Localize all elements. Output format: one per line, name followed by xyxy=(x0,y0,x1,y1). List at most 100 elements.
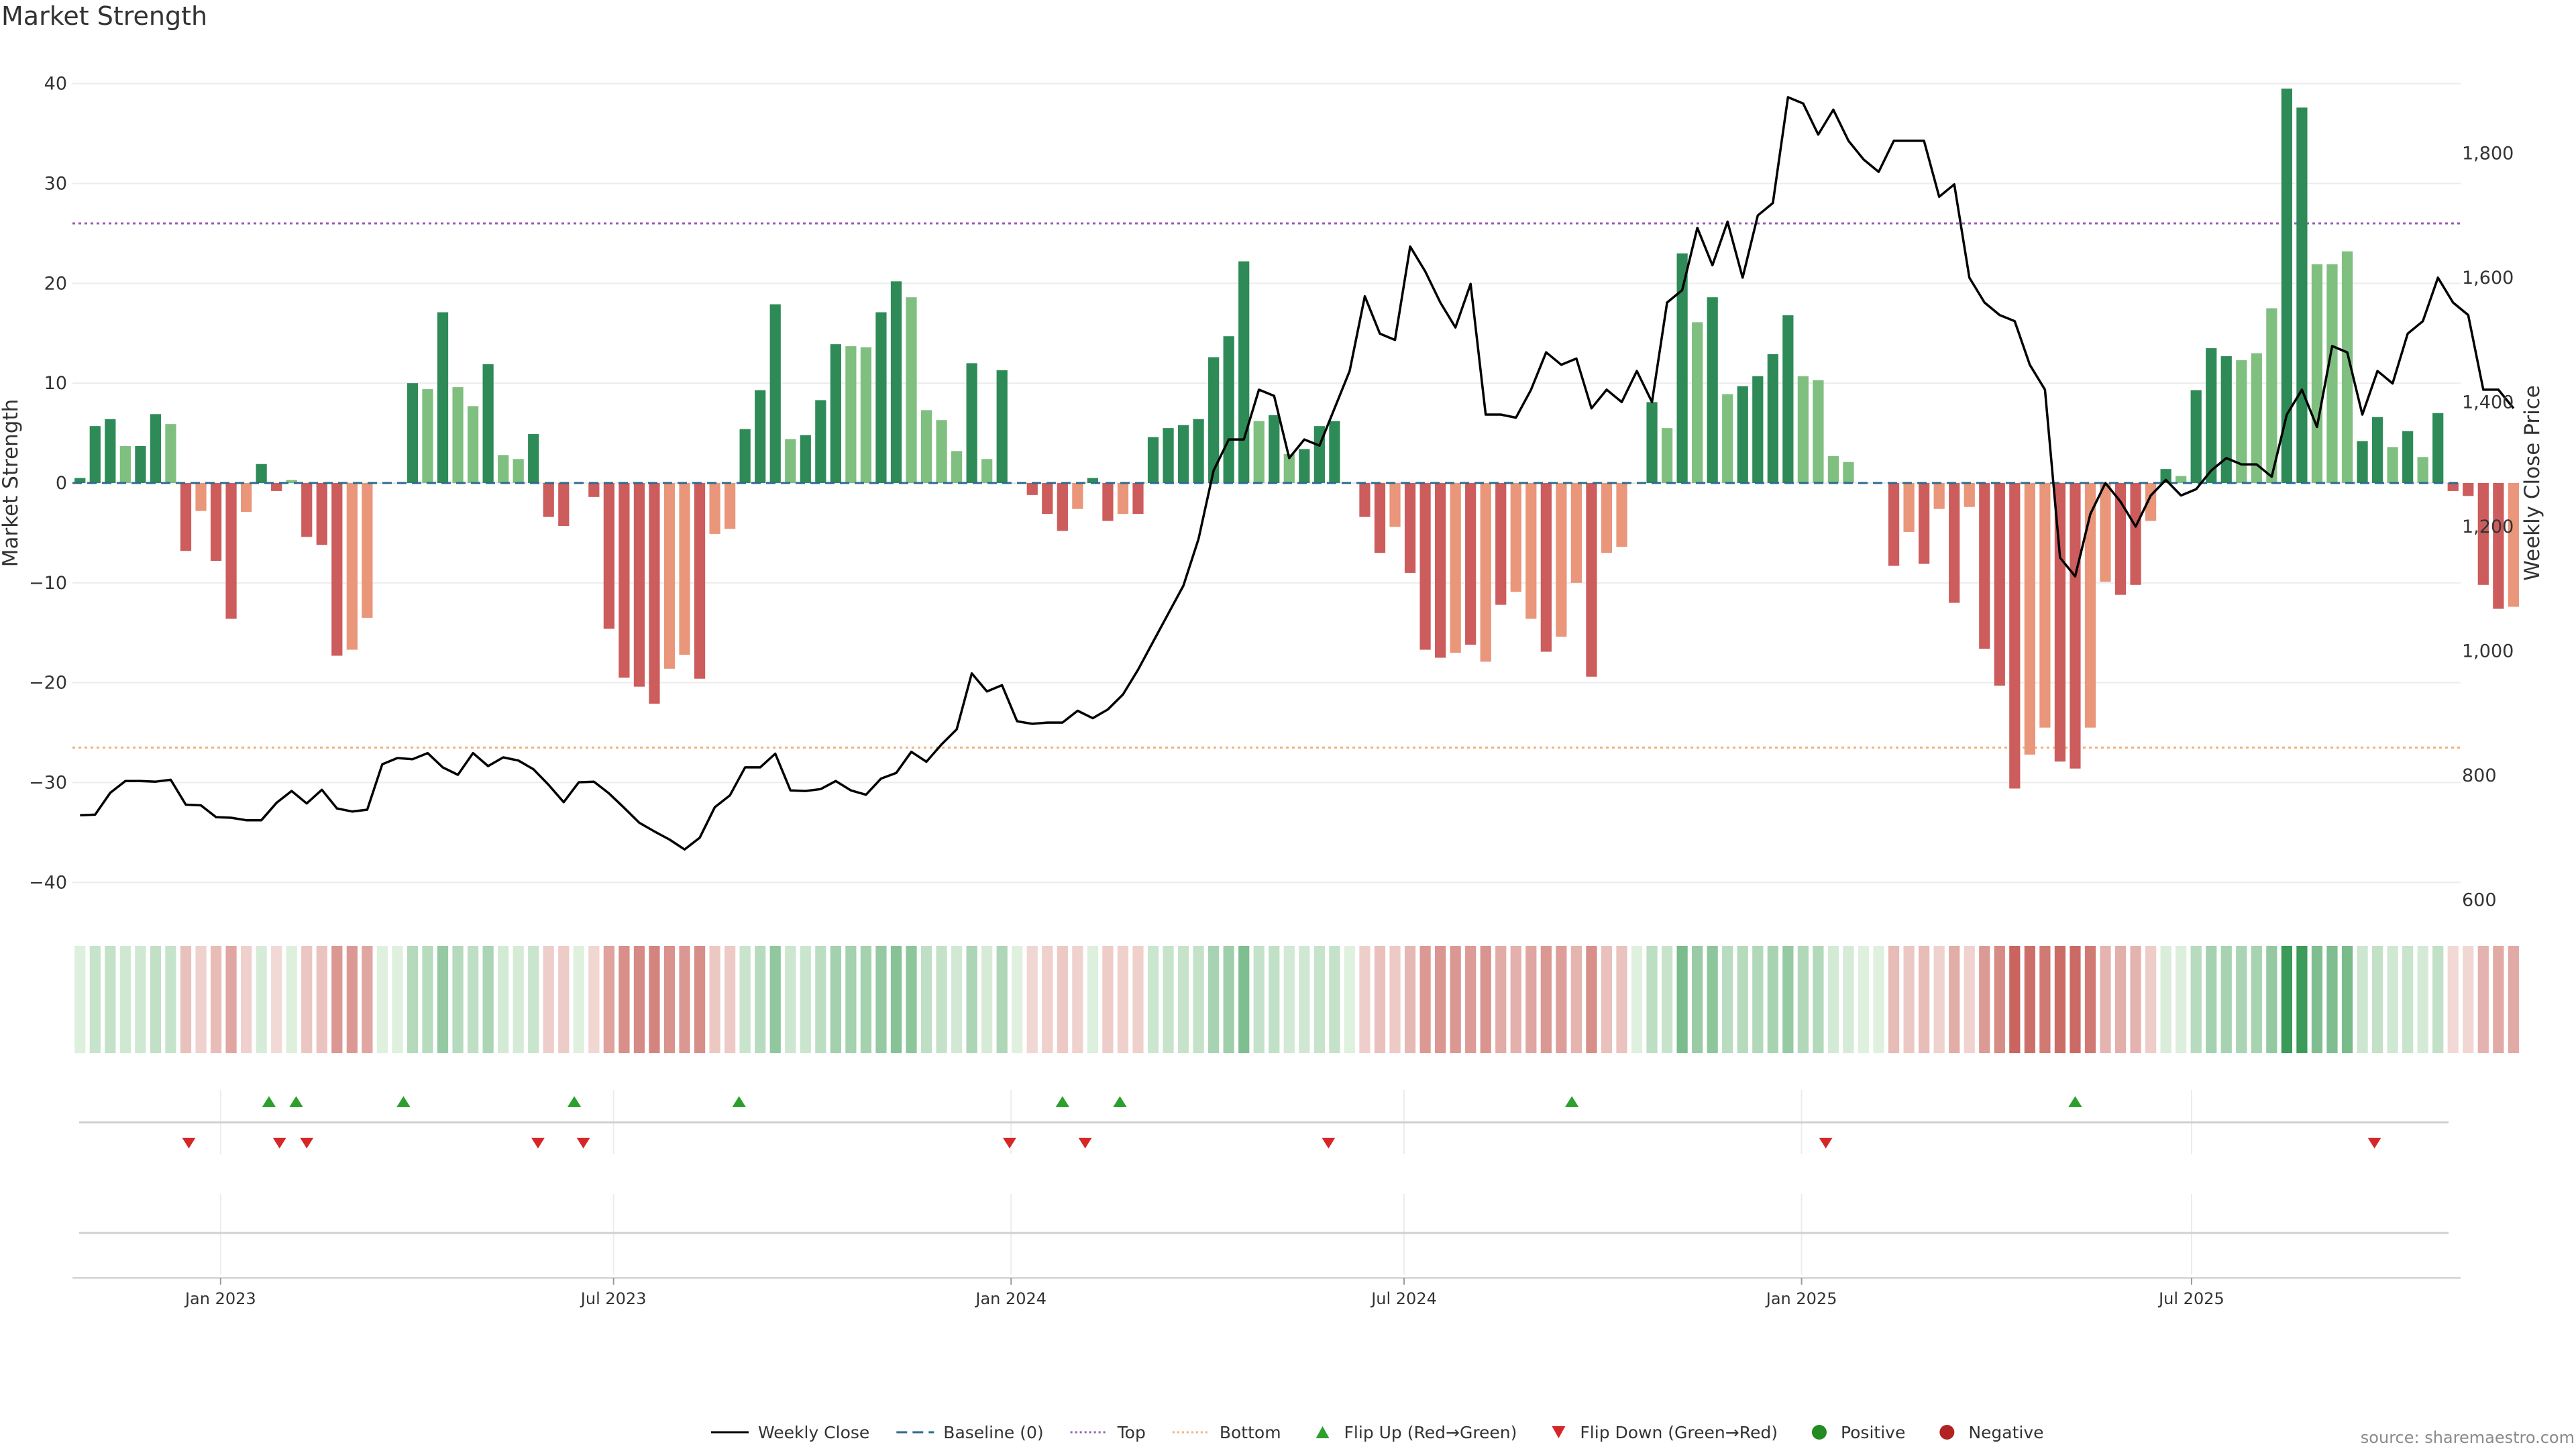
heat-cell xyxy=(1752,946,1764,1053)
heat-cell xyxy=(498,946,509,1053)
strength-bar xyxy=(2311,264,2323,483)
heat-cell xyxy=(1404,946,1416,1053)
flip-up-marker xyxy=(396,1096,411,1107)
heat-cell xyxy=(1435,946,1446,1053)
chart-title: Market Strength xyxy=(1,1,208,31)
strength-bar xyxy=(2447,483,2459,491)
y-tick-label: 0 xyxy=(56,473,67,494)
heat-cell xyxy=(1042,946,1053,1053)
y-tick-label: −30 xyxy=(29,773,67,794)
heat-cell xyxy=(89,946,101,1053)
flip-down-marker xyxy=(1002,1138,1016,1148)
heat-cell xyxy=(2402,946,2414,1053)
strength-bar xyxy=(679,483,690,655)
heat-cell xyxy=(513,946,524,1053)
heat-cell xyxy=(996,946,1008,1053)
heat-cell xyxy=(1450,946,1461,1053)
heat-cell xyxy=(603,946,614,1053)
strength-bar xyxy=(1979,483,1990,649)
heat-cell xyxy=(1601,946,1613,1053)
strength-bar xyxy=(513,459,524,483)
strength-bar xyxy=(2251,353,2262,483)
heat-cell xyxy=(2477,946,2489,1053)
strength-bar xyxy=(467,406,479,483)
strength-bar xyxy=(996,370,1008,483)
flip-markers-panel xyxy=(79,1090,2449,1154)
legend-label: Negative xyxy=(1968,1423,2043,1442)
flip-up-marker xyxy=(289,1096,303,1107)
y2-tick-label: 600 xyxy=(2462,890,2497,910)
heat-cell xyxy=(1495,946,1507,1053)
heat-cell xyxy=(422,946,433,1053)
strength-bar xyxy=(210,483,222,561)
strength-bar xyxy=(1676,253,1688,483)
strength-bar xyxy=(1933,483,1945,509)
strength-bar xyxy=(1359,483,1371,517)
flip-down-marker xyxy=(531,1138,545,1148)
heat-cell xyxy=(1813,946,1824,1053)
strength-bar xyxy=(785,439,796,483)
strength-bar xyxy=(2357,441,2368,483)
heat-cell xyxy=(1223,946,1234,1053)
heat-cell xyxy=(241,946,252,1053)
x-tick-label: Jul 2025 xyxy=(2157,1289,2224,1308)
heat-cell xyxy=(2130,946,2141,1053)
heat-cell xyxy=(619,946,630,1053)
strength-bar xyxy=(966,363,977,483)
strength-bar xyxy=(603,483,614,629)
heat-cell xyxy=(2463,946,2474,1053)
strength-bar xyxy=(1903,483,1915,532)
strength-bar xyxy=(2341,251,2353,483)
strength-bar xyxy=(1556,483,1567,637)
heat-cell xyxy=(663,946,676,1053)
flip-up-marker xyxy=(1565,1096,1579,1107)
legend-label: Positive xyxy=(1841,1423,1905,1442)
strength-bar xyxy=(1737,386,1748,483)
y2-axis-title: Weekly Close Price xyxy=(2520,385,2544,581)
heat-cell xyxy=(2206,946,2217,1053)
strength-bar xyxy=(1752,376,1764,483)
heat-cell xyxy=(1707,946,1718,1053)
heat-cell xyxy=(573,946,584,1053)
strength-bar xyxy=(890,281,902,483)
y-tick-label: 30 xyxy=(44,173,67,194)
heat-cell xyxy=(830,946,841,1053)
strength-bar xyxy=(74,478,86,483)
heat-cell xyxy=(392,946,403,1053)
strength-bar xyxy=(2236,360,2247,483)
heat-cell xyxy=(906,946,917,1053)
heat-cell xyxy=(1525,946,1537,1053)
heat-cell xyxy=(346,946,358,1053)
strength-bar xyxy=(407,383,419,483)
strength-bar xyxy=(936,420,947,483)
heat-cell xyxy=(815,946,826,1053)
heat-cell xyxy=(800,946,811,1053)
strength-bar xyxy=(755,390,766,483)
strength-bar xyxy=(2114,483,2127,595)
strength-bar xyxy=(830,344,841,483)
legend-label: Baseline (0) xyxy=(943,1423,1043,1442)
heat-cell xyxy=(1238,946,1250,1053)
heat-cell xyxy=(1919,946,1930,1053)
strength-bar xyxy=(1540,483,1552,652)
strength-bar xyxy=(860,347,872,483)
heat-cell xyxy=(1147,946,1159,1053)
bottom-panel xyxy=(79,1194,2449,1275)
heat-cell xyxy=(1283,946,1295,1053)
strength-bar xyxy=(1510,483,1521,592)
heat-cell xyxy=(966,946,977,1053)
strength-bar xyxy=(2190,390,2202,483)
heat-cell xyxy=(2054,946,2066,1053)
strength-bar xyxy=(2508,483,2519,607)
heat-cell xyxy=(1933,946,1945,1053)
heat-cell xyxy=(452,946,464,1053)
strength-bar xyxy=(452,387,464,483)
strength-bar xyxy=(1389,483,1401,527)
flip-up-marker xyxy=(262,1096,276,1107)
heat-cell xyxy=(1465,946,1477,1053)
heat-cell xyxy=(1269,946,1280,1053)
heat-cell xyxy=(694,946,706,1053)
heat-cell xyxy=(1359,946,1371,1053)
strength-bar xyxy=(165,424,176,483)
heat-cell xyxy=(2009,946,2021,1053)
